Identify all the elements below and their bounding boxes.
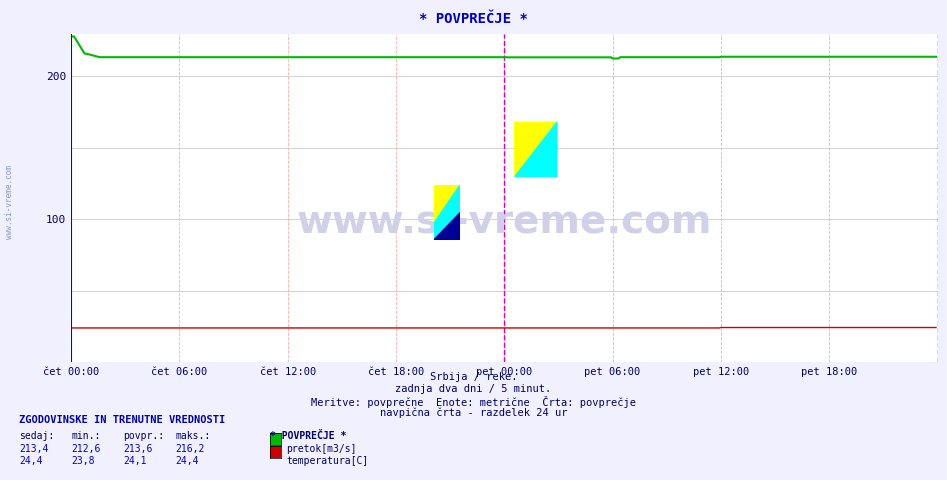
Text: temperatura[C]: temperatura[C] (286, 456, 368, 466)
Text: * POVPREČJE *: * POVPREČJE * (270, 431, 347, 441)
Text: sedaj:: sedaj: (19, 431, 54, 441)
Text: 213,6: 213,6 (123, 444, 152, 454)
Text: Srbija / reke.: Srbija / reke. (430, 372, 517, 382)
Text: povpr.:: povpr.: (123, 431, 164, 441)
Polygon shape (515, 122, 557, 177)
Text: 24,4: 24,4 (175, 456, 199, 466)
Text: * POVPREČJE *: * POVPREČJE * (420, 12, 527, 26)
Text: zadnja dva dni / 5 minut.: zadnja dva dni / 5 minut. (396, 384, 551, 394)
Text: www.si-vreme.com: www.si-vreme.com (5, 165, 14, 239)
Text: maks.:: maks.: (175, 431, 210, 441)
Polygon shape (515, 122, 557, 177)
Polygon shape (434, 212, 460, 240)
Text: navpična črta - razdelek 24 ur: navpična črta - razdelek 24 ur (380, 408, 567, 419)
Text: pretok[m3/s]: pretok[m3/s] (286, 444, 356, 454)
Text: min.:: min.: (71, 431, 100, 441)
Polygon shape (434, 185, 460, 224)
Text: Meritve: povprečne  Enote: metrične  Črta: povprečje: Meritve: povprečne Enote: metrične Črta:… (311, 396, 636, 408)
Text: 24,4: 24,4 (19, 456, 43, 466)
Text: 23,8: 23,8 (71, 456, 95, 466)
Text: 213,4: 213,4 (19, 444, 48, 454)
Text: 212,6: 212,6 (71, 444, 100, 454)
Text: ZGODOVINSKE IN TRENUTNE VREDNOSTI: ZGODOVINSKE IN TRENUTNE VREDNOSTI (19, 415, 225, 425)
Polygon shape (434, 185, 460, 240)
Text: 24,1: 24,1 (123, 456, 147, 466)
Text: www.si-vreme.com: www.si-vreme.com (296, 202, 712, 240)
Text: 216,2: 216,2 (175, 444, 205, 454)
